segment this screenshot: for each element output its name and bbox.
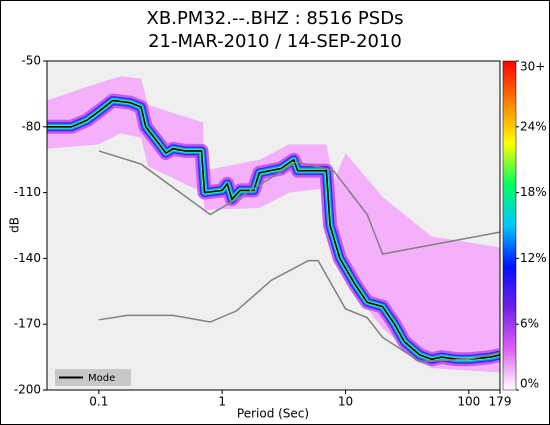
chart-subtitle: 21-MAR-2010 / 14-SEP-2010 (148, 31, 402, 52)
colorbar-tick-label: 6% (520, 317, 539, 331)
chart-title: XB.PM32.--.BHZ : 8516 PSDs (147, 8, 404, 29)
x-tick-label: 0.1 (89, 395, 108, 409)
colorbar-tick-label: 12% (520, 251, 547, 265)
x-tick-label: 1 (218, 395, 226, 409)
colorbar-tick-label: 0% (520, 377, 539, 391)
y-tick-label: -140 (14, 251, 41, 265)
plot-border (46, 60, 501, 391)
y-tick-label: -110 (14, 185, 41, 199)
y-tick-label: -200 (14, 383, 41, 397)
legend-label: Mode (88, 373, 115, 384)
y-axis-label: dB (8, 217, 22, 233)
noise-model-line (98, 150, 500, 255)
x-tick-label: 179 (489, 395, 512, 409)
x-tick-label: 10 (338, 395, 353, 409)
colorbar (502, 60, 517, 391)
noise-model-line (98, 259, 500, 363)
x-tick-label: 100 (457, 395, 480, 409)
x-axis-label: Period (Sec) (237, 407, 309, 421)
y-tick-label: -170 (14, 317, 41, 331)
y-tick-label: -80 (21, 119, 41, 133)
y-tick-label: -50 (21, 54, 41, 68)
colorbar-tick-label: 30+ (520, 60, 545, 74)
colorbar-tick-label: 24% (520, 119, 547, 133)
plot-layer (47, 76, 500, 373)
legend-box (55, 369, 131, 386)
mode-line (47, 99, 500, 361)
colorbar-tick-label: 18% (520, 185, 547, 199)
